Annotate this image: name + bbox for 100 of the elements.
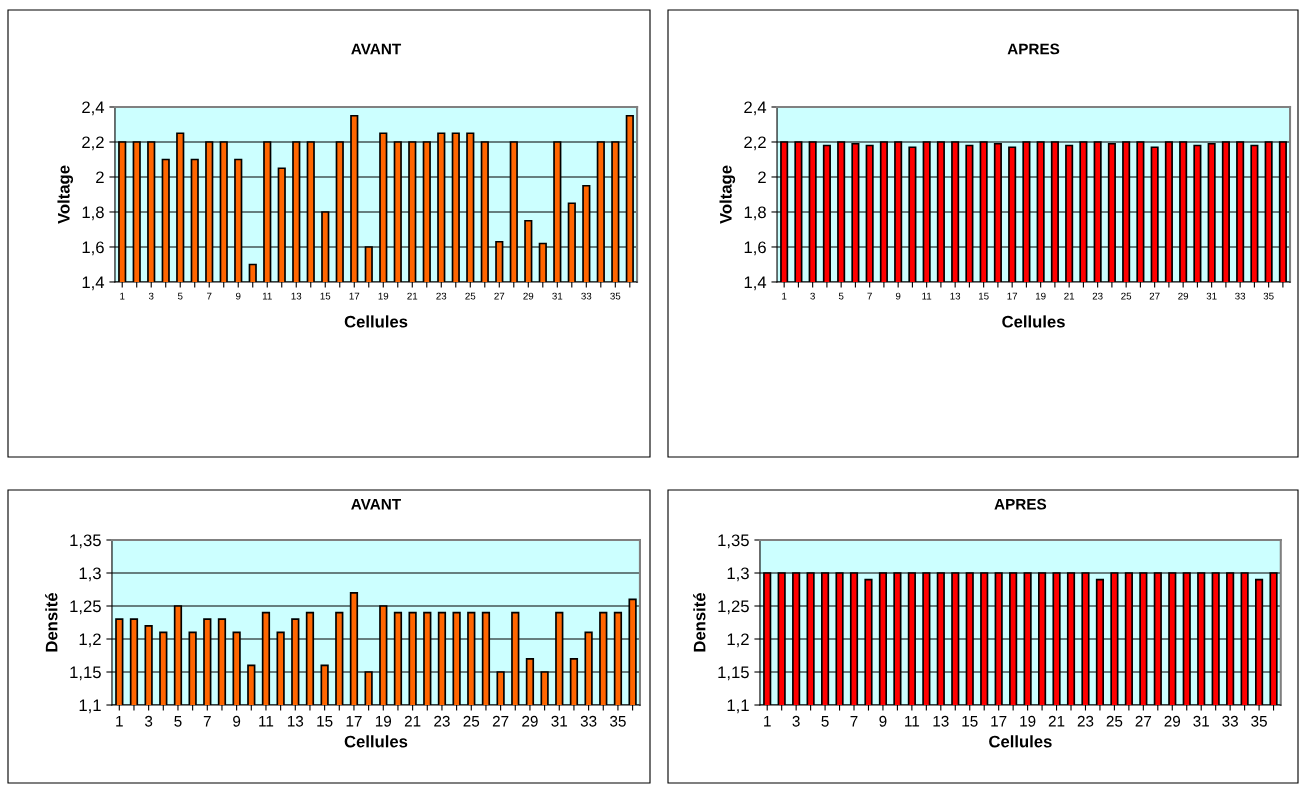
- x-tick-label: 5: [174, 715, 182, 727]
- x-tick-label: 23: [1092, 292, 1103, 300]
- x-tick-label: 15: [978, 292, 989, 300]
- x-tick-label: 31: [552, 292, 563, 300]
- y-tick-label: 1,3: [727, 567, 749, 582]
- x-tick-label: 3: [810, 292, 815, 300]
- x-tick-label: 1: [782, 292, 787, 300]
- x-tick-label: 29: [1164, 715, 1181, 727]
- x-tick-label: 27: [1135, 715, 1152, 727]
- x-tick-label: 25: [1121, 292, 1132, 300]
- y-tick-label: 1,6: [744, 241, 766, 256]
- y-tick-label: 1,8: [744, 206, 766, 221]
- x-tick-label: 1: [116, 715, 123, 727]
- x-tick-label: 19: [375, 715, 392, 727]
- y-axis-title: Densité: [693, 592, 706, 652]
- y-tick-label: 2,4: [744, 101, 767, 116]
- x-tick-label: 3: [144, 715, 153, 727]
- x-tick-label: 31: [1193, 715, 1209, 727]
- y-tick-label: 1,2: [727, 633, 749, 648]
- x-tick-label: 9: [235, 292, 241, 300]
- x-tick-label: 17: [1007, 292, 1018, 300]
- x-tick-label: 17: [346, 715, 362, 727]
- x-axis-title: Cellules: [1002, 315, 1065, 328]
- y-tick-label: 1,4: [744, 276, 767, 291]
- y-tick-label: 2,2: [744, 136, 766, 151]
- x-tick-label: 11: [259, 715, 274, 727]
- x-tick-label: 23: [434, 715, 450, 727]
- x-tick-label: 23: [1077, 715, 1094, 727]
- x-axis-title: Cellules: [344, 315, 408, 328]
- y-tick-label: 1,1: [79, 699, 101, 714]
- chart-title: APRES: [994, 498, 1047, 510]
- x-tick-label: 21: [1048, 715, 1065, 727]
- x-tick-label: 29: [523, 292, 534, 300]
- y-axis-title: Voltage: [57, 165, 74, 224]
- x-tick-label: 27: [1149, 292, 1160, 300]
- x-tick-label: 15: [962, 715, 978, 727]
- x-tick-label: 5: [838, 292, 844, 300]
- y-tick-label: 1,6: [82, 241, 104, 256]
- x-tick-label: 35: [1263, 292, 1274, 300]
- x-tick-label: 7: [207, 292, 212, 300]
- x-tick-label: 33: [580, 715, 597, 727]
- y-tick-label: 1,3: [79, 567, 101, 582]
- x-tick-label: 33: [1235, 292, 1246, 300]
- x-tick-label: 23: [436, 292, 447, 300]
- x-tick-label: 1: [120, 292, 125, 300]
- x-tick-label: 13: [933, 715, 949, 727]
- x-tick-label: 35: [610, 292, 621, 300]
- y-tick-label: 1,2: [79, 633, 101, 648]
- x-tick-label: 7: [850, 715, 858, 727]
- x-axis-title: Cellules: [989, 735, 1052, 748]
- y-tick-label: 1,35: [70, 534, 101, 549]
- x-axis-title: Cellules: [344, 735, 408, 748]
- x-tick-label: 27: [492, 715, 509, 727]
- x-tick-label: 25: [463, 715, 480, 727]
- y-axis-title: Voltage: [719, 165, 736, 224]
- y-tick-label: 2,2: [82, 136, 104, 151]
- x-tick-label: 9: [879, 715, 887, 727]
- x-tick-label: 9: [895, 292, 901, 300]
- x-tick-label: 9: [233, 715, 241, 727]
- x-tick-label: 27: [494, 292, 505, 300]
- x-tick-label: 15: [317, 715, 333, 727]
- x-tick-label: 11: [262, 292, 272, 300]
- x-tick-label: 33: [581, 292, 592, 300]
- x-tick-label: 11: [905, 715, 920, 727]
- y-tick-label: 1,1: [727, 699, 749, 714]
- chart-title: APRES: [1007, 43, 1060, 55]
- y-tick-label: 1,8: [82, 206, 104, 221]
- x-tick-label: 21: [1064, 292, 1075, 300]
- x-tick-label: 13: [950, 292, 961, 300]
- x-tick-label: 31: [551, 715, 568, 727]
- y-tick-label: 2,4: [82, 101, 105, 116]
- x-tick-label: 31: [1206, 292, 1217, 300]
- x-tick-label: 21: [407, 292, 418, 300]
- y-tick-label: 1,25: [70, 600, 101, 615]
- y-tick-label: 2: [96, 171, 104, 184]
- x-tick-label: 7: [867, 292, 872, 300]
- chart-title: AVANT: [351, 498, 401, 510]
- x-tick-label: 29: [1178, 292, 1189, 300]
- x-tick-label: 5: [177, 292, 183, 300]
- x-tick-label: 13: [287, 715, 304, 727]
- y-tick-label: 1,35: [718, 534, 749, 549]
- x-tick-label: 33: [1222, 715, 1238, 727]
- x-tick-label: 19: [1020, 715, 1036, 727]
- x-tick-label: 3: [792, 715, 800, 727]
- x-tick-label: 19: [378, 292, 389, 300]
- x-tick-label: 17: [349, 292, 360, 300]
- x-tick-label: 25: [465, 292, 476, 300]
- x-tick-label: 11: [922, 292, 932, 300]
- x-tick-label: 25: [1106, 715, 1123, 727]
- x-tick-label: 35: [1251, 715, 1267, 727]
- x-tick-label: 29: [522, 715, 538, 727]
- x-tick-label: 17: [991, 715, 1007, 727]
- y-tick-label: 2: [758, 171, 766, 184]
- y-tick-label: 1,15: [70, 666, 101, 681]
- x-tick-label: 19: [1035, 292, 1046, 300]
- x-tick-label: 13: [291, 292, 302, 300]
- x-tick-label: 1: [764, 715, 771, 727]
- x-tick-label: 7: [203, 715, 211, 727]
- x-tick-label: 21: [404, 715, 421, 727]
- y-tick-label: 1,25: [718, 600, 749, 615]
